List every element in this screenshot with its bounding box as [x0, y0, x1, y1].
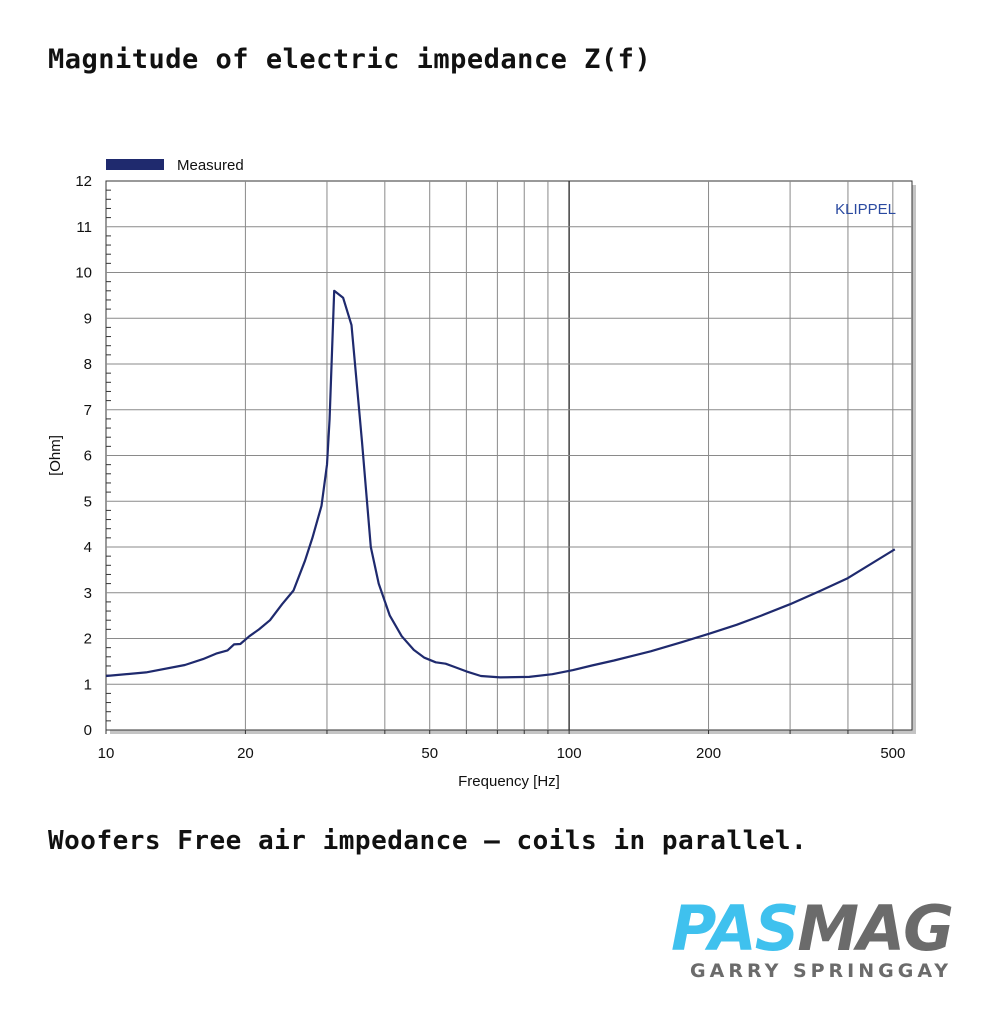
x-axis-title: Frequency [Hz] — [458, 773, 560, 790]
y-tick-label: 8 — [84, 356, 92, 373]
y-tick-label: 11 — [76, 219, 92, 236]
legend-label: Measured — [177, 157, 244, 174]
pasmag-logo: PASMAG GARRY SPRINGGAY — [671, 898, 954, 983]
klippel-label: KLIPPEL — [835, 201, 896, 218]
y-tick-label: 3 — [84, 585, 92, 602]
chart-caption: Woofers Free air impedance – coils in pa… — [48, 826, 808, 856]
logo-mag: MAG — [797, 892, 954, 965]
page-title: Magnitude of electric impedance Z(f) — [48, 44, 652, 75]
series-line-measured — [105, 289, 896, 679]
x-tick-label: 10 — [98, 745, 115, 762]
x-tick-label: 500 — [880, 745, 905, 762]
logo-pas: PAS — [671, 892, 799, 965]
x-tick-label: 50 — [421, 745, 438, 762]
y-tick-label: 5 — [84, 493, 92, 510]
y-tick-label: 0 — [84, 722, 92, 739]
x-tick-label: 100 — [557, 745, 582, 762]
y-tick-label: 9 — [84, 310, 92, 327]
author-credit: GARRY SPRINGGAY — [690, 960, 952, 982]
y-axis-title: [Ohm] — [47, 435, 64, 476]
y-tick-label: 4 — [84, 539, 92, 556]
legend-swatch — [106, 159, 164, 170]
y-tick-label: 1 — [84, 676, 92, 693]
y-tick-label: 12 — [75, 173, 92, 190]
x-tick-label: 20 — [237, 745, 254, 762]
y-tick-label: 6 — [84, 448, 92, 465]
y-tick-label: 10 — [75, 265, 92, 282]
x-tick-label: 200 — [696, 745, 721, 762]
y-tick-label: 7 — [84, 402, 92, 419]
y-tick-label: 2 — [84, 631, 92, 648]
